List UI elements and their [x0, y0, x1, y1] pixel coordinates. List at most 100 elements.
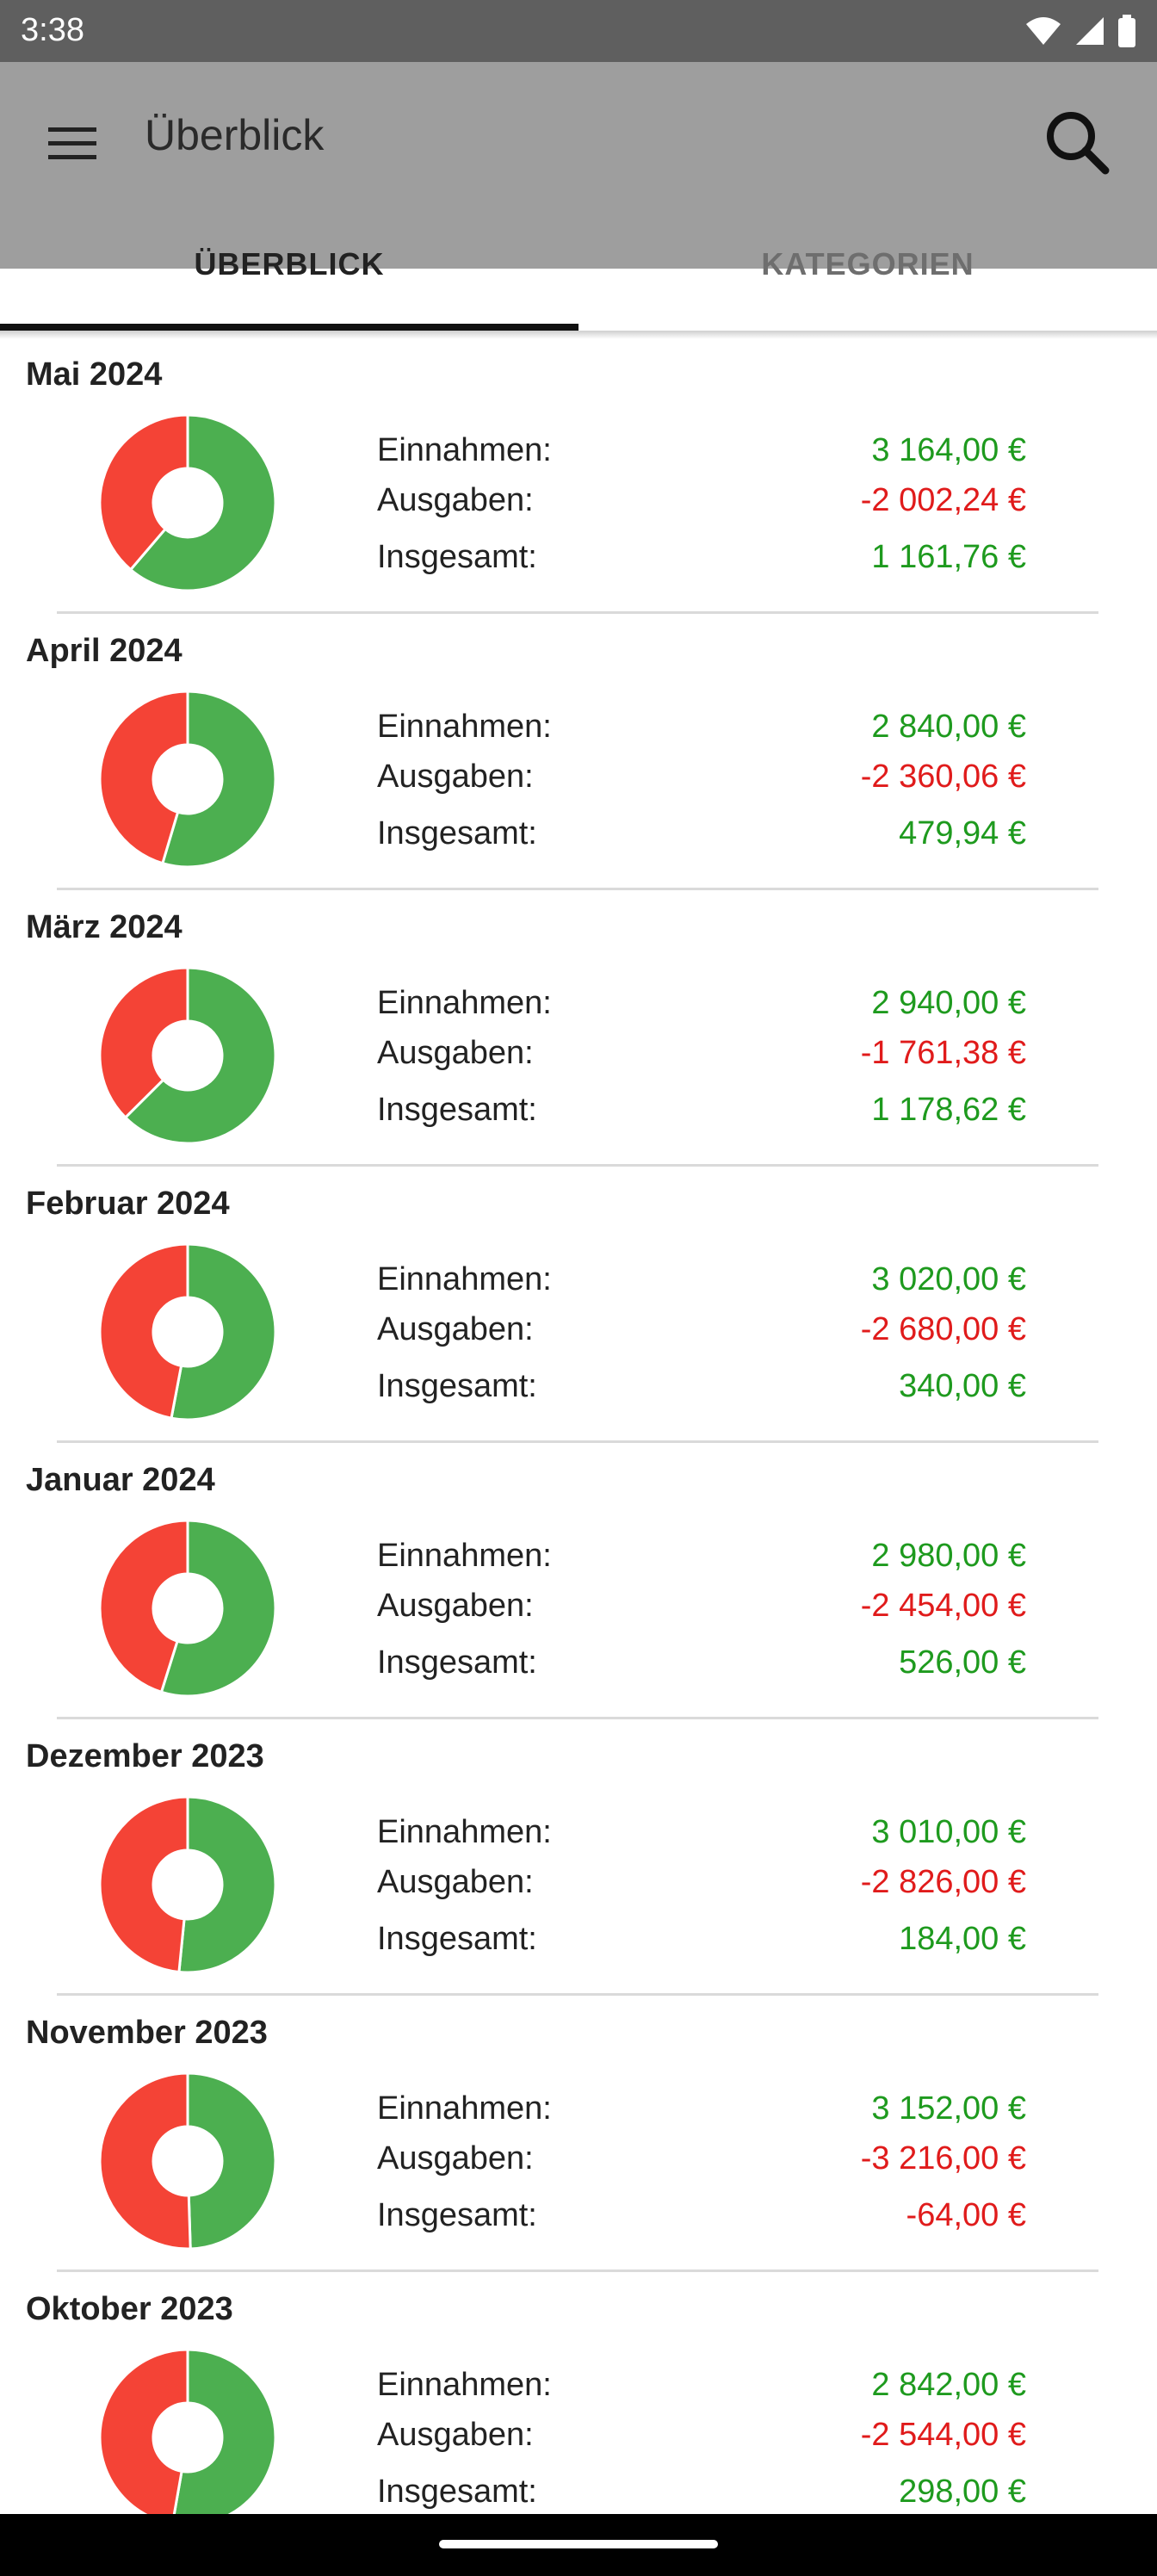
- expenses-value: -2 454,00 €: [860, 1588, 1026, 1624]
- income-label: Einnahmen:: [377, 985, 552, 1021]
- income-expense-donut-chart: [100, 2350, 275, 2514]
- tab-categories[interactable]: KATEGORIEN: [761, 246, 974, 282]
- income-value: 3 020,00 €: [871, 1261, 1026, 1297]
- income-value: 2 842,00 €: [871, 2367, 1026, 2403]
- status-bar: 3:38: [0, 0, 1157, 62]
- income-label: Einnahmen:: [377, 1814, 552, 1850]
- expense-slice: [100, 415, 189, 572]
- expenses-value: -2 680,00 €: [860, 1311, 1026, 1347]
- month-title: Mai 2024: [26, 356, 163, 393]
- total-value: 1 178,62 €: [871, 1092, 1026, 1128]
- status-time: 3:38: [21, 12, 84, 48]
- month-item[interactable]: Mai 2024 Einnahmen: 3 164,00 € Ausgaben:…: [0, 337, 1157, 614]
- tab-bar: ÜBERBLICK KATEGORIEN: [0, 198, 1157, 331]
- month-item[interactable]: Oktober 2023 Einnahmen: 2 842,00 € Ausga…: [0, 2272, 1157, 2514]
- expenses-label: Ausgaben:: [377, 2417, 534, 2453]
- divider: [57, 2269, 1098, 2272]
- divider: [57, 1440, 1098, 1443]
- total-label: Insgesamt:: [377, 1921, 537, 1957]
- page-title: Überblick: [145, 111, 325, 159]
- income-slice: [177, 1797, 275, 1972]
- income-expense-donut-chart: [100, 968, 275, 1143]
- month-title: Dezember 2023: [26, 1738, 264, 1774]
- income-value: 3 010,00 €: [871, 1814, 1026, 1850]
- income-value: 2 840,00 €: [871, 709, 1026, 745]
- income-expense-donut-chart: [100, 415, 275, 591]
- expense-slice: [100, 2073, 192, 2249]
- month-item[interactable]: März 2024 Einnahmen: 2 940,00 € Ausgaben…: [0, 890, 1157, 1167]
- income-label: Einnahmen:: [377, 2367, 552, 2403]
- income-value: 3 164,00 €: [871, 432, 1026, 468]
- income-label: Einnahmen:: [377, 2090, 552, 2127]
- total-label: Insgesamt:: [377, 1368, 537, 1404]
- expenses-label: Ausgaben:: [377, 1311, 534, 1347]
- income-label: Einnahmen:: [377, 1538, 552, 1574]
- expenses-value: -1 761,38 €: [860, 1035, 1026, 1071]
- income-label: Einnahmen:: [377, 709, 552, 745]
- income-slice: [160, 691, 275, 867]
- expense-slice: [100, 2350, 189, 2514]
- month-list[interactable]: Mai 2024 Einnahmen: 3 164,00 € Ausgaben:…: [0, 337, 1157, 2514]
- income-expense-donut-chart: [100, 1520, 275, 1696]
- expenses-value: -2 544,00 €: [860, 2417, 1026, 2453]
- wifi-icon: [1026, 17, 1061, 45]
- income-slice: [170, 1244, 275, 1420]
- expense-slice: [100, 968, 189, 1120]
- income-slice: [172, 2350, 275, 2514]
- income-value: 2 980,00 €: [871, 1538, 1026, 1574]
- divider: [57, 1993, 1098, 1996]
- expenses-label: Ausgaben:: [377, 759, 534, 795]
- divider: [57, 611, 1098, 614]
- total-label: Insgesamt:: [377, 2474, 537, 2510]
- month-title: März 2024: [26, 909, 183, 945]
- tab-overview[interactable]: ÜBERBLICK: [194, 246, 385, 282]
- month-title: Oktober 2023: [26, 2291, 233, 2327]
- total-value: 184,00 €: [899, 1921, 1026, 1957]
- month-item[interactable]: April 2024 Einnahmen: 2 840,00 € Ausgabe…: [0, 614, 1157, 890]
- month-title: November 2023: [26, 2015, 268, 2051]
- month-title: April 2024: [26, 633, 183, 669]
- expenses-value: -2 360,06 €: [860, 759, 1026, 795]
- income-slice: [128, 415, 275, 591]
- expenses-value: -3 216,00 €: [860, 2140, 1026, 2177]
- expense-slice: [100, 1520, 189, 1694]
- income-slice: [123, 968, 275, 1143]
- month-title: Januar 2024: [26, 1462, 215, 1498]
- income-slice: [159, 1520, 275, 1696]
- app-bar: Überblick: [0, 62, 1157, 269]
- status-icons: [1024, 14, 1136, 48]
- month-item[interactable]: Januar 2024 Einnahmen: 2 980,00 € Ausgab…: [0, 1443, 1157, 1719]
- expense-slice: [100, 1244, 189, 1420]
- search-icon[interactable]: [1036, 102, 1119, 184]
- income-expense-donut-chart: [100, 1797, 275, 1972]
- month-item[interactable]: Februar 2024 Einnahmen: 3 020,00 € Ausga…: [0, 1167, 1157, 1443]
- divider: [57, 1717, 1098, 1719]
- month-item[interactable]: November 2023 Einnahmen: 3 152,00 € Ausg…: [0, 1996, 1157, 2272]
- navigation-bar: [0, 2514, 1157, 2576]
- income-label: Einnahmen:: [377, 432, 552, 468]
- income-value: 2 940,00 €: [871, 985, 1026, 1021]
- total-label: Insgesamt:: [377, 1092, 537, 1128]
- expenses-label: Ausgaben:: [377, 1588, 534, 1624]
- income-expense-donut-chart: [100, 1244, 275, 1420]
- expenses-label: Ausgaben:: [377, 1035, 534, 1071]
- home-gesture-handle[interactable]: [439, 2540, 718, 2548]
- total-label: Insgesamt:: [377, 815, 537, 851]
- expenses-value: -2 002,24 €: [860, 482, 1026, 518]
- divider: [57, 1164, 1098, 1167]
- total-value: 1 161,76 €: [871, 539, 1026, 575]
- total-value: 298,00 €: [899, 2474, 1026, 2510]
- total-label: Insgesamt:: [377, 2197, 537, 2233]
- month-title: Februar 2024: [26, 1186, 230, 1222]
- menu-icon[interactable]: [45, 115, 100, 170]
- divider: [57, 888, 1098, 890]
- expense-slice: [100, 1797, 189, 1972]
- signal-icon: [1076, 17, 1104, 45]
- battery-icon: [1118, 15, 1135, 47]
- income-label: Einnahmen:: [377, 1261, 552, 1297]
- income-expense-donut-chart: [100, 2073, 275, 2249]
- appbar-shadow: [0, 331, 1157, 339]
- total-label: Insgesamt:: [377, 539, 537, 575]
- income-value: 3 152,00 €: [871, 2090, 1026, 2127]
- month-item[interactable]: Dezember 2023 Einnahmen: 3 010,00 € Ausg…: [0, 1719, 1157, 1996]
